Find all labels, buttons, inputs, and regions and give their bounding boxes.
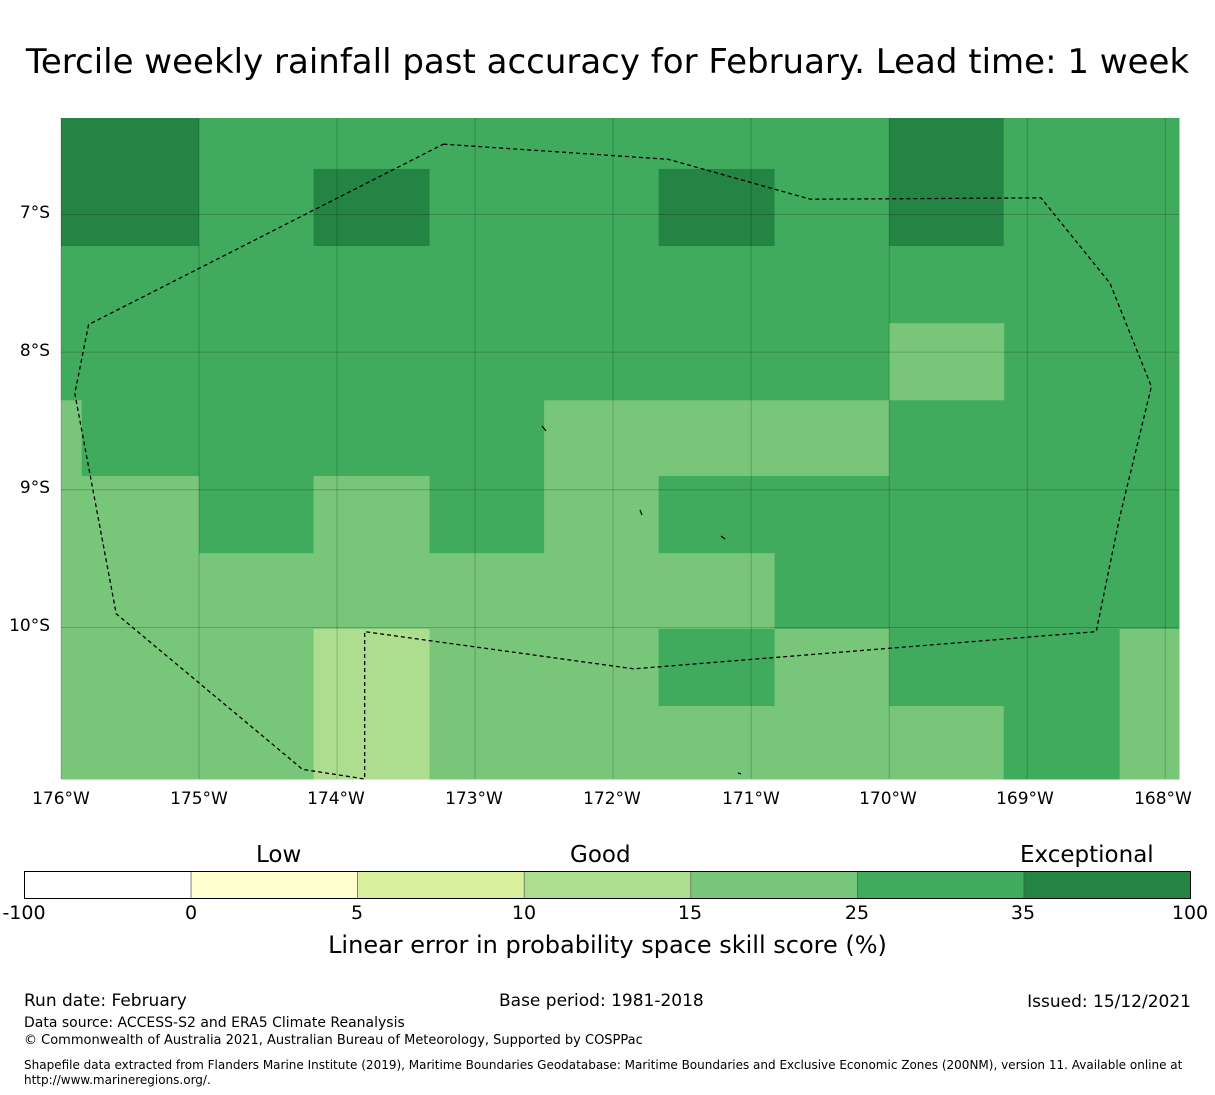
skill-cell xyxy=(658,476,1180,554)
colorbar-tick: 10 xyxy=(511,902,537,924)
skill-cell xyxy=(544,476,660,554)
colorbar-tick: 0 xyxy=(184,902,198,924)
x-tick-label: 169°W xyxy=(996,789,1054,809)
category-label-exceptional: Exceptional xyxy=(1020,842,1154,868)
colorbar-segment xyxy=(690,871,858,899)
shapefile-url: http://www.marineregions.org/. xyxy=(24,1073,211,1087)
skill-cell xyxy=(61,400,83,477)
skill-cell xyxy=(774,118,890,247)
colorbar-tick: 5 xyxy=(350,902,364,924)
colorbar-tick: -100 xyxy=(2,902,46,924)
graticule xyxy=(60,118,1179,779)
skill-cell xyxy=(61,553,776,630)
skill-cell xyxy=(889,323,1005,401)
skill-cell xyxy=(313,118,431,170)
colorbar-tick: 25 xyxy=(844,902,870,924)
skill-cell xyxy=(1003,628,1121,780)
colorbar xyxy=(24,871,1191,899)
colorbar-segment xyxy=(857,871,1025,899)
island-mark xyxy=(541,425,547,432)
x-tick-label: 174°W xyxy=(307,789,365,809)
colorbar-tick: 100 xyxy=(1171,902,1209,924)
skill-cell xyxy=(889,628,1005,707)
skill-cell xyxy=(313,476,431,554)
colorbar-segment xyxy=(190,871,358,899)
x-tick-label: 170°W xyxy=(859,789,917,809)
skill-cell xyxy=(199,476,315,554)
x-tick-label: 172°W xyxy=(583,789,641,809)
skill-cell xyxy=(658,628,776,707)
skill-cell xyxy=(61,118,200,247)
skill-cell xyxy=(889,706,1005,780)
colorbar-segment xyxy=(357,871,525,899)
colorbar-segment xyxy=(1023,871,1191,899)
skill-cell xyxy=(429,118,660,247)
base-period: Base period: 1981-2018 xyxy=(499,991,704,1011)
colorbar-segment xyxy=(24,871,192,899)
y-tick-label: 9°S xyxy=(19,478,50,498)
chart-title: Tercile weekly rainfall past accuracy fo… xyxy=(25,42,1190,82)
skill-cell xyxy=(1119,628,1180,780)
x-tick-label: 168°W xyxy=(1134,789,1192,809)
category-label-low: Low xyxy=(256,842,302,868)
data-source: Data source: ACCESS-S2 and ERA5 Climate … xyxy=(24,1015,405,1031)
skill-cell xyxy=(544,400,890,477)
x-tick-label: 173°W xyxy=(445,789,503,809)
island-mark xyxy=(720,535,726,540)
shapefile-credit: Shapefile data extracted from Flanders M… xyxy=(24,1058,1183,1072)
island-mark xyxy=(737,772,742,775)
colorbar-segments xyxy=(24,871,1191,899)
skill-cell xyxy=(889,400,1180,477)
category-label-good: Good xyxy=(570,842,631,868)
issued-date: Issued: 15/12/2021 xyxy=(1027,992,1191,1012)
skill-cell xyxy=(61,476,200,554)
x-tick-label: 175°W xyxy=(170,789,228,809)
x-tick-label: 176°W xyxy=(32,789,90,809)
skill-cell xyxy=(313,168,431,247)
colorbar-label: Linear error in probability space skill … xyxy=(328,931,887,959)
skill-cell xyxy=(658,168,776,247)
y-tick-label: 7°S xyxy=(19,203,50,223)
x-tick-label: 171°W xyxy=(722,789,780,809)
skill-cell xyxy=(429,476,545,554)
skill-cell xyxy=(81,400,545,477)
colorbar-tick: 35 xyxy=(1010,902,1036,924)
skill-map xyxy=(60,118,1180,780)
colorbar-tick: 15 xyxy=(677,902,703,924)
skill-cell xyxy=(61,246,1180,401)
colorbar-segment xyxy=(523,871,692,899)
skill-cell xyxy=(658,706,776,780)
skill-cell xyxy=(61,628,315,780)
eez-boundary xyxy=(74,143,1153,780)
skill-cell xyxy=(658,118,776,170)
skill-cell xyxy=(199,118,315,247)
skill-cell xyxy=(1003,118,1180,247)
y-tick-label: 8°S xyxy=(19,341,50,361)
skill-cell xyxy=(889,118,1005,247)
run-date: Run date: February xyxy=(24,991,187,1011)
skill-cell xyxy=(313,628,431,780)
skill-cell xyxy=(429,628,660,780)
skill-cell xyxy=(774,628,890,780)
skill-cell xyxy=(774,553,1180,630)
y-tick-label: 10°S xyxy=(9,616,50,636)
island-marks xyxy=(541,425,742,775)
skill-cells xyxy=(61,118,1180,780)
copyright: © Commonwealth of Australia 2021, Austra… xyxy=(24,1033,643,1048)
island-mark xyxy=(639,509,643,516)
